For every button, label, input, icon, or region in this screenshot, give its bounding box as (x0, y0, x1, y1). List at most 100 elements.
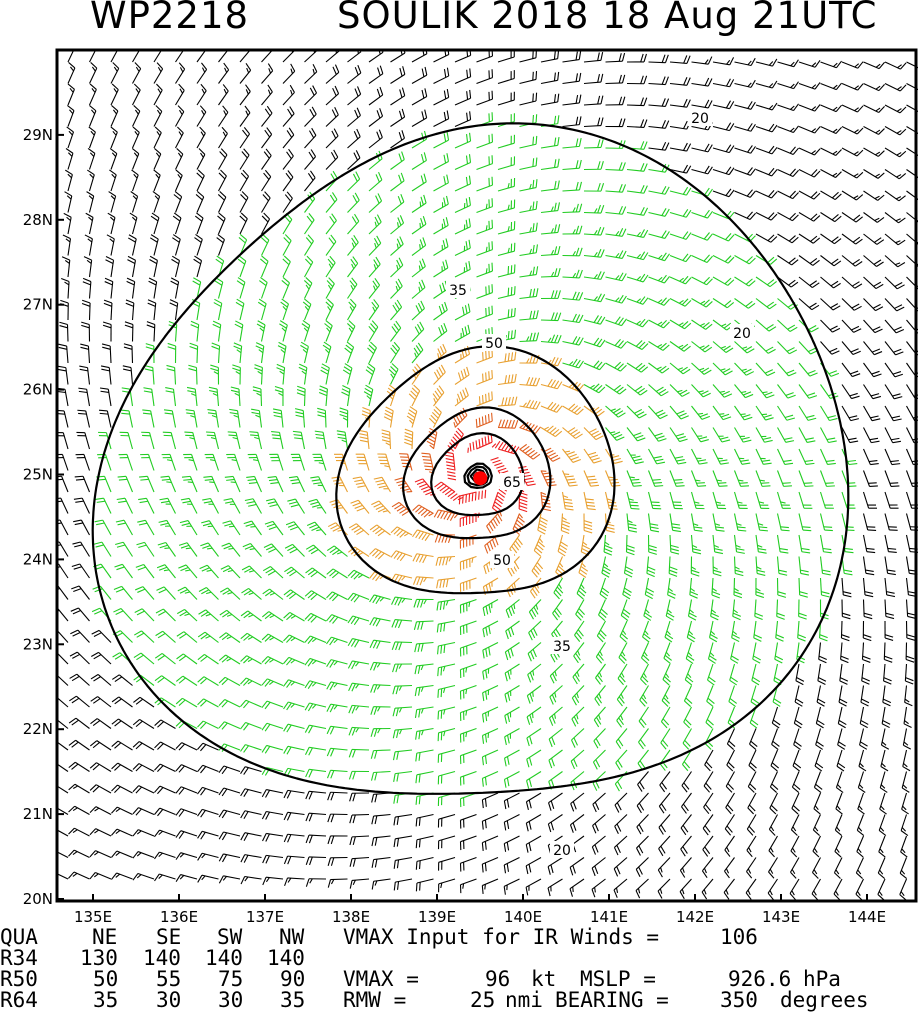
wind-barb (703, 792, 714, 815)
wind-barb (614, 792, 628, 813)
wind-barb (540, 425, 563, 438)
wind-barb (708, 620, 718, 643)
wind-barb (391, 641, 413, 651)
wind-barb (459, 663, 477, 679)
wind-barb (669, 120, 691, 130)
wind-barb (69, 673, 90, 686)
wind-barb (127, 255, 137, 278)
wind-barb (481, 878, 499, 894)
wind-barb (392, 663, 413, 673)
wind-barb (863, 212, 885, 223)
wind-barb (691, 232, 714, 241)
wind-barb (503, 771, 520, 788)
wind-barb (108, 191, 117, 213)
wind-barb (615, 728, 628, 749)
wind-barb (482, 685, 499, 702)
wind-barb (368, 299, 380, 321)
wind-barb (459, 749, 477, 765)
wind-barb (583, 226, 605, 236)
wind-barb (89, 50, 97, 63)
wind-barb (304, 657, 327, 667)
wind-barb (217, 212, 226, 235)
wind-barb (102, 321, 112, 342)
wind-barb (326, 681, 348, 691)
wind-barb (437, 727, 456, 742)
wind-barb (519, 179, 538, 192)
wind-barb (605, 405, 626, 418)
wind-barb (408, 384, 421, 407)
contour-label-bg (490, 551, 514, 568)
wind-barb (884, 61, 907, 70)
wind-barb (197, 631, 219, 643)
wind-barb (648, 384, 669, 397)
wind-barb (305, 834, 327, 844)
wind-barb (454, 196, 471, 213)
wind-barb (646, 556, 656, 578)
wind-barb (91, 651, 112, 665)
wind-barb (347, 213, 360, 235)
wind-barb (369, 524, 391, 537)
wind-barb (755, 341, 776, 354)
wind-barb (701, 857, 714, 879)
wind-barb (390, 66, 406, 84)
wind-barb (437, 749, 456, 763)
wind-barb (89, 62, 98, 84)
wind-barb (777, 384, 796, 399)
wind-barb (300, 341, 309, 364)
wind-barb (218, 62, 230, 84)
wind-barb (734, 298, 756, 309)
wind-barb (906, 83, 918, 91)
wind-barb (475, 412, 493, 429)
wind-barb (669, 209, 692, 218)
wind-barb (154, 653, 176, 665)
wind-barb (626, 448, 644, 465)
wind-barb (241, 565, 262, 579)
wind-barb (200, 542, 219, 557)
wind-barb (583, 117, 604, 128)
wind-barb (167, 342, 177, 364)
wind-barb (505, 620, 520, 640)
wind-barb (791, 792, 800, 815)
wind-barb (669, 298, 692, 307)
wind-barb (626, 229, 649, 238)
wind-barb (839, 663, 849, 685)
wind-barb (132, 62, 142, 84)
wind-barb (262, 876, 284, 886)
wind-barb (282, 106, 295, 127)
row-r64-ne: 35 (93, 988, 119, 1012)
wind-barb (371, 856, 391, 868)
wind-barb (729, 663, 738, 686)
wind-barb (247, 453, 263, 471)
wind-barb (368, 108, 384, 127)
wind-barb (312, 453, 327, 471)
wind-barb (497, 373, 517, 386)
wind-barb (712, 298, 735, 309)
wind-barb (540, 268, 561, 278)
wind-barb (203, 475, 220, 493)
wind-barb (862, 599, 873, 620)
wind-barb (562, 94, 582, 106)
wind-barb (712, 491, 727, 510)
wind-barb (64, 191, 73, 213)
wind-barb (355, 453, 370, 471)
wind-barb (899, 857, 908, 880)
wind-barb (711, 577, 721, 599)
wind-barb (118, 453, 134, 471)
wind-barb (390, 236, 404, 256)
wind-barb (212, 320, 222, 342)
wind-barb (519, 222, 538, 235)
wind-barb (777, 255, 799, 266)
lat-tick-label: 22N (23, 720, 53, 738)
lat-tick-label: 28N (23, 211, 53, 229)
wind-barb (222, 520, 241, 536)
wind-barb (347, 50, 362, 63)
wind-barb (283, 611, 305, 622)
wind-barb (261, 105, 273, 127)
wind-barb (325, 255, 336, 278)
wind-barb (605, 250, 627, 260)
wind-barb (326, 703, 348, 713)
wind-barb (820, 405, 838, 422)
wind-barb (797, 620, 806, 642)
wind-barb (196, 62, 208, 84)
wind-barb (192, 277, 202, 299)
